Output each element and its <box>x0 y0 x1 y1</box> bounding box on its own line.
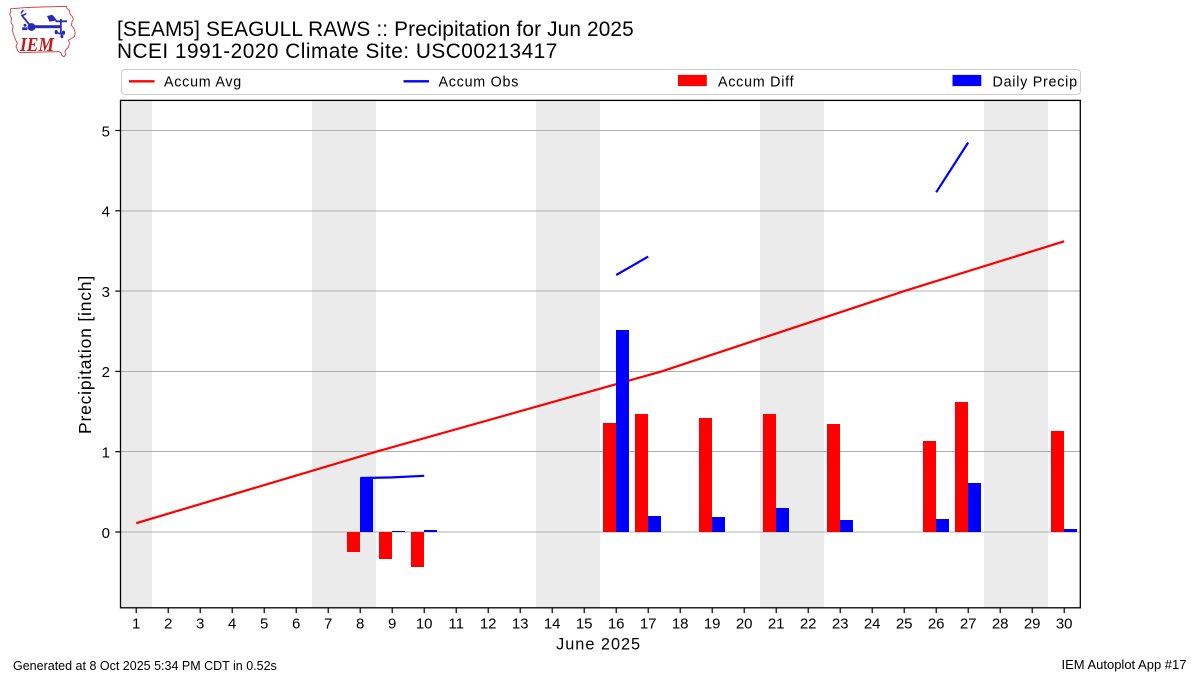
svg-text:24: 24 <box>864 615 881 632</box>
svg-text:20: 20 <box>736 615 753 632</box>
svg-text:30: 30 <box>1056 615 1073 632</box>
svg-text:18: 18 <box>672 615 689 632</box>
svg-text:28: 28 <box>992 615 1009 632</box>
svg-text:1: 1 <box>102 445 110 462</box>
svg-text:6: 6 <box>292 615 300 632</box>
svg-text:11: 11 <box>448 615 464 632</box>
svg-text:19: 19 <box>704 615 721 632</box>
svg-text:Accum Avg: Accum Avg <box>164 75 242 91</box>
svg-text:10: 10 <box>416 615 433 632</box>
svg-text:13: 13 <box>512 615 529 632</box>
svg-text:12: 12 <box>480 615 497 632</box>
svg-text:14: 14 <box>544 615 561 632</box>
svg-text:23: 23 <box>832 615 849 632</box>
svg-text:1: 1 <box>132 615 140 632</box>
svg-text:5: 5 <box>260 615 268 632</box>
svg-text:29: 29 <box>1024 615 1041 632</box>
svg-text:IEM Autoplot App #17: IEM Autoplot App #17 <box>1061 657 1186 672</box>
svg-text:15: 15 <box>576 615 593 632</box>
svg-text:3: 3 <box>102 284 110 301</box>
svg-text:2: 2 <box>164 615 172 632</box>
svg-text:9: 9 <box>388 615 396 632</box>
svg-text:IEM: IEM <box>19 35 54 56</box>
svg-text:21: 21 <box>768 615 785 632</box>
svg-text:4: 4 <box>228 615 236 632</box>
svg-text:27: 27 <box>960 615 977 632</box>
svg-text:3: 3 <box>196 615 204 632</box>
svg-text:25: 25 <box>896 615 913 632</box>
svg-text:Daily Precip: Daily Precip <box>993 75 1078 91</box>
svg-text:8: 8 <box>356 615 364 632</box>
svg-text:Accum Diff: Accum Diff <box>718 75 794 91</box>
svg-text:Precipitation [inch]: Precipitation [inch] <box>75 275 95 434</box>
svg-text:5: 5 <box>102 123 110 140</box>
svg-text:2: 2 <box>102 364 110 381</box>
svg-text:16: 16 <box>608 615 625 632</box>
svg-text:4: 4 <box>102 204 110 221</box>
svg-text:Generated at 8 Oct 2025 5:34 P: Generated at 8 Oct 2025 5:34 PM CDT in 0… <box>13 659 277 673</box>
svg-text:17: 17 <box>640 615 657 632</box>
svg-text:26: 26 <box>928 615 945 632</box>
svg-text:June 2025: June 2025 <box>556 636 641 654</box>
svg-text:7: 7 <box>324 615 332 632</box>
svg-text:0: 0 <box>102 525 110 542</box>
svg-text:Accum Obs: Accum Obs <box>439 75 520 91</box>
svg-text:22: 22 <box>800 615 817 632</box>
